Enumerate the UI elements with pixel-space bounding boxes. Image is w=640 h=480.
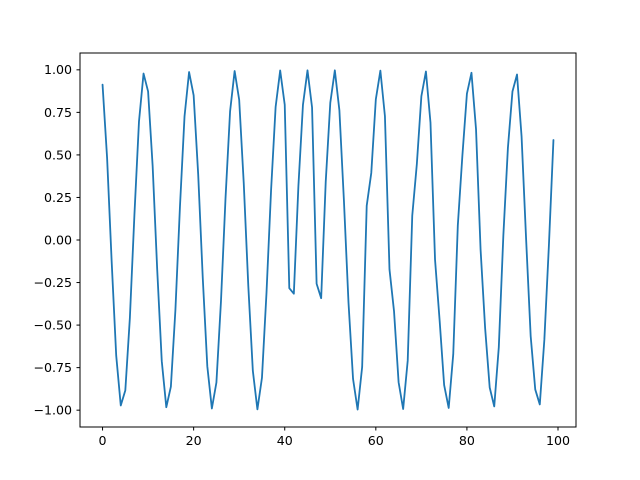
x-tick-label: 20: [186, 433, 202, 448]
x-tick-label: 80: [459, 433, 475, 448]
x-tick-label: 40: [277, 433, 293, 448]
y-tick-label: −0.50: [33, 317, 72, 332]
axes-background: [80, 53, 576, 427]
y-axis-ticks: −1.00 −0.75 −0.50 −0.25 0.00 0.25 0.50 0.75 1.00: [33, 62, 80, 418]
y-tick-label: −1.00: [33, 403, 72, 418]
y-tick-label: 0.75: [44, 105, 72, 120]
x-tick-label: 60: [368, 433, 384, 448]
axes-area: 0 20 40 60 80 100 −1.00 −0.75 −0.50 −0.25 0.00 0.2…: [33, 52, 577, 448]
x-tick-label: 0: [99, 433, 107, 448]
line-series-sine-wave: [101, 69, 555, 411]
y-tick-label: 0.00: [44, 232, 72, 247]
x-tick-label: 100: [546, 433, 570, 448]
axes-frame: [79, 52, 577, 428]
y-tick-label: 0.25: [44, 190, 72, 205]
y-tick-label: 0.50: [44, 147, 72, 162]
y-tick-label: −0.25: [33, 275, 72, 290]
x-axis-ticks: 0 20 40 60 80 100: [99, 427, 570, 448]
y-tick-label: 1.00: [44, 62, 72, 77]
y-tick-label: −0.75: [33, 360, 72, 375]
